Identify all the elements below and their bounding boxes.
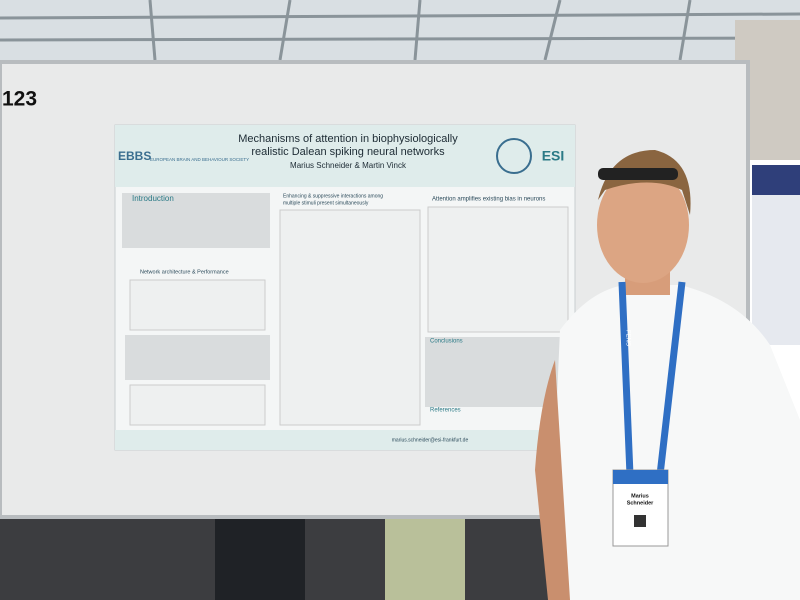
enhancing-figures bbox=[279, 209, 421, 426]
section-heading: Introduction bbox=[132, 194, 174, 203]
section-heading: Conclusions bbox=[430, 339, 463, 345]
background-person bbox=[215, 515, 305, 600]
poster-authors: Marius Schneider & Martin Vinck bbox=[290, 161, 407, 170]
poster-title: realistic Dalean spiking neural networks bbox=[251, 146, 445, 158]
neighbor-poster-header bbox=[752, 165, 800, 195]
poster-title: Mechanisms of attention in biophysiologi… bbox=[238, 133, 458, 145]
person-arm bbox=[535, 360, 570, 600]
attention-figures bbox=[427, 206, 569, 333]
badge-header bbox=[613, 470, 668, 484]
badge-qr bbox=[634, 515, 646, 527]
network-figure bbox=[129, 279, 266, 331]
institute-logo: ESI bbox=[542, 148, 565, 164]
board-number: 123 bbox=[2, 88, 37, 111]
lanyard bbox=[618, 281, 686, 476]
performance-figure bbox=[129, 384, 266, 426]
section-heading: Attention amplifies existing bias in neu… bbox=[432, 197, 545, 203]
section-heading: Network architecture & Performance bbox=[140, 269, 229, 275]
lanyard-text: FENS bbox=[624, 330, 630, 346]
society-name: EUROPEAN BRAIN AND BEHAVIOUR SOCIETY bbox=[150, 157, 249, 162]
society-logo: EBBS bbox=[118, 149, 151, 163]
poster-footer bbox=[115, 430, 575, 450]
person-face bbox=[597, 167, 689, 283]
poster-header bbox=[115, 125, 575, 187]
background-person bbox=[385, 510, 465, 600]
section-heading: References bbox=[430, 408, 461, 414]
footer-email: marius.schneider@esi-frankfurt.de bbox=[392, 437, 469, 443]
intro-box bbox=[122, 193, 270, 248]
person-shirt bbox=[548, 285, 800, 600]
section-heading: multiple stimuli present simultaneously bbox=[283, 200, 369, 206]
ceiling bbox=[0, 0, 800, 70]
person-hair bbox=[598, 150, 691, 215]
ceiling-beams bbox=[0, 0, 800, 61]
section-heading: Enhancing & suppressive interactions amo… bbox=[283, 193, 383, 199]
badge-name: Marius bbox=[631, 493, 649, 499]
sunglasses bbox=[598, 168, 678, 180]
model-box bbox=[125, 335, 270, 380]
badge-name: Schneider bbox=[627, 500, 654, 506]
institute-seal bbox=[496, 138, 532, 174]
